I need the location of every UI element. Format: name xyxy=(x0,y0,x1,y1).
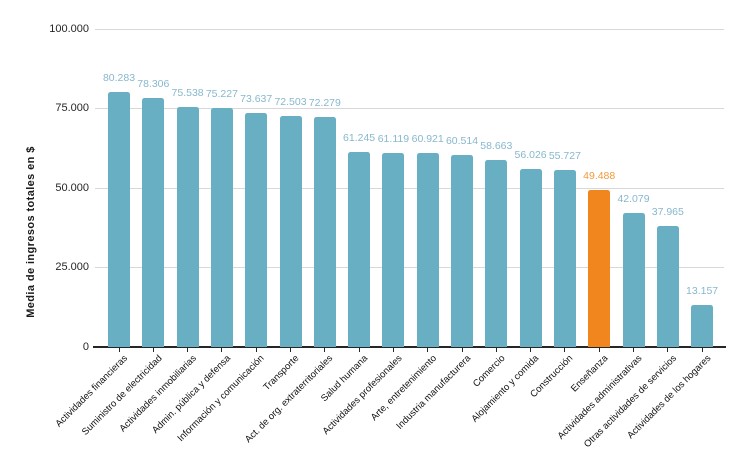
bar-value-label: 73.637 xyxy=(240,92,273,105)
bar xyxy=(485,160,508,347)
x-axis-tick xyxy=(152,348,154,352)
bar-value-label: 37.965 xyxy=(651,206,684,219)
x-axis-tick xyxy=(564,348,566,352)
x-axis-tick xyxy=(461,348,463,352)
x-axis-tick xyxy=(118,348,120,352)
x-axis-tick xyxy=(290,348,291,352)
bar xyxy=(451,154,473,347)
x-axis-tick xyxy=(633,348,634,352)
bar-value-label: 80.283 xyxy=(102,71,136,84)
bar-value-label: 56.026 xyxy=(514,148,547,161)
bar-value-label: 75.538 xyxy=(171,86,204,99)
bar xyxy=(382,152,405,347)
bar xyxy=(519,168,542,347)
bar xyxy=(691,305,714,347)
bar-highlighted xyxy=(588,189,611,347)
y-axis-tick-label: 25.000 xyxy=(55,261,89,273)
x-axis-line xyxy=(93,346,726,348)
gridline xyxy=(95,187,724,189)
bar xyxy=(416,153,439,347)
x-axis-tick xyxy=(427,348,429,352)
y-axis-tick-label: 50.000 xyxy=(55,181,89,194)
bar xyxy=(656,226,679,347)
bar-value-label: 13.157 xyxy=(686,285,719,298)
x-axis-tick xyxy=(667,348,669,352)
x-axis-tick xyxy=(221,348,223,352)
bar-value-label: 78.306 xyxy=(137,77,170,90)
bar-value-label: 60.921 xyxy=(411,133,444,146)
bar xyxy=(553,169,576,347)
bar-value-label: 42.079 xyxy=(617,193,650,206)
x-axis-tick xyxy=(495,348,497,352)
bar xyxy=(142,97,165,347)
bar xyxy=(348,152,371,347)
bar xyxy=(176,106,199,347)
bar-value-label: 61.119 xyxy=(377,132,410,145)
bar-value-label: 61.245 xyxy=(343,132,376,145)
x-axis-tick xyxy=(530,348,532,352)
bar-value-label: 58.663 xyxy=(480,140,513,153)
x-axis-tick xyxy=(358,348,360,352)
x-axis-tick xyxy=(187,348,189,352)
y-axis-tick-label: 100.000 xyxy=(49,22,89,35)
gridline xyxy=(95,28,724,30)
bar-value-label: 49.488 xyxy=(583,169,616,182)
bar xyxy=(279,116,302,347)
bar xyxy=(108,91,130,347)
bar-value-label: 72.503 xyxy=(274,96,307,109)
gridline xyxy=(95,267,724,268)
y-axis-tick-label: 75.000 xyxy=(55,102,89,114)
x-axis-tick xyxy=(598,348,600,352)
bar-value-label: 72.279 xyxy=(308,97,341,110)
bar-value-label: 55.727 xyxy=(548,149,581,162)
y-axis-title: Media de ingresos totales en $ xyxy=(25,146,37,318)
bar xyxy=(622,213,645,347)
x-axis-category-label: Arte, entretenimiento xyxy=(368,353,439,424)
bar-value-label: 75.227 xyxy=(205,87,238,100)
bar-value-label: 60.514 xyxy=(445,134,479,147)
x-axis-tick xyxy=(324,348,326,352)
y-axis-tick-label: 0 xyxy=(82,340,89,353)
gridline xyxy=(95,108,724,109)
x-axis-tick xyxy=(255,348,257,352)
x-axis-tick xyxy=(701,348,703,352)
bar xyxy=(313,117,336,347)
bar xyxy=(210,107,233,347)
bar xyxy=(245,112,268,347)
x-axis-tick xyxy=(392,348,394,352)
